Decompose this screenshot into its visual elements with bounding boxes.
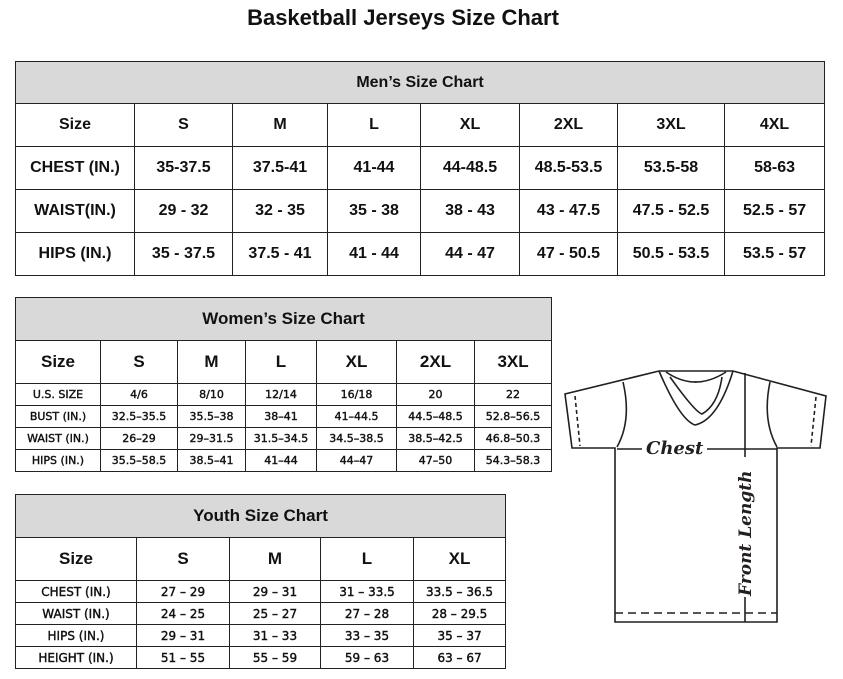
table-cell: 38.5–41	[177, 449, 246, 472]
table-cell: 53.5-58	[617, 146, 725, 190]
table-cell: 29 – 31	[136, 624, 230, 647]
table-cell: L	[327, 103, 421, 147]
youth-table-title: Youth Size Chart	[14, 494, 507, 538]
header-row: Size S M L XL 2XL 3XL	[15, 340, 553, 384]
table-row: WAIST (IN.) 24 – 25 25 – 27 27 – 28 28 – 29.…	[15, 602, 507, 625]
page-title: Basketball Jerseys Size Chart	[247, 5, 559, 30]
table-cell: M	[229, 537, 321, 581]
table-cell: M	[232, 103, 328, 147]
mens-size-table: Men’s Size Chart Size S M L XL 2XL 3XL 4XL CHEST…	[14, 61, 826, 276]
table-cell: 38.5–42.5	[396, 427, 475, 450]
table-cell: XL	[420, 103, 520, 147]
table-row: HEIGHT (IN.) 51 – 55 55 – 59 59 – 63 63 – 67	[15, 646, 507, 669]
table-row: CHEST (IN.) 35-37.5 37.5-41 41-44 44-48.5 48.…	[15, 146, 826, 190]
table-row: BUST (IN.) 32.5–35.5 35.5–38 38–41 41–44.5 44…	[15, 405, 553, 428]
table-cell: 26–29	[100, 427, 178, 450]
row-label: BUST (IN.)	[15, 405, 101, 428]
table-row: CHEST (IN.) 27 – 29 29 – 31 31 – 33.5 33.5 –…	[15, 580, 507, 603]
front-length-label: Front Length	[736, 471, 756, 597]
table-cell: 32 - 35	[232, 189, 328, 233]
table-cell: 53.5 - 57	[723, 232, 826, 276]
table-cell: 38 - 43	[420, 189, 520, 233]
womens-size-table: Women’s Size Chart Size S M L XL 2XL 3XL U.S. S…	[14, 297, 553, 472]
table-cell: L	[320, 537, 414, 581]
table-cell: 52.8–56.5	[473, 405, 553, 428]
table-cell: 33.5 – 36.5	[412, 580, 507, 603]
table-cell: S	[136, 537, 230, 581]
chest-label: Chest	[646, 438, 704, 459]
table-row: WAIST (IN.) 26–29 29–31.5 31.5–34.5 34.5–38.…	[15, 427, 553, 450]
row-label: HIPS (IN.)	[15, 449, 101, 472]
table-cell: 35 - 38	[327, 189, 421, 233]
table-cell: 54.3–58.3	[473, 449, 553, 472]
table-row: U.S. SIZE 4/6 8/10 12/14 16/18 20 22	[15, 383, 553, 406]
header-row: Size S M L XL	[15, 537, 507, 581]
table-cell: 63 – 67	[412, 646, 507, 669]
table-cell: 31.5–34.5	[245, 427, 317, 450]
row-label: HEIGHT (IN.)	[15, 646, 137, 669]
table-cell: 41–44	[245, 449, 317, 472]
table-cell: 33 – 35	[320, 624, 414, 647]
table-cell: 55 – 59	[229, 646, 321, 669]
mens-table-title: Men’s Size Chart	[14, 61, 826, 104]
table-cell: 41 - 44	[327, 232, 421, 276]
table-cell: 52.5 - 57	[723, 189, 826, 233]
table-cell: 47 - 50.5	[519, 232, 618, 276]
table-cell: 2XL	[519, 103, 618, 147]
table-row: WAIST(IN.) 29 - 32 32 - 35 35 - 38 38 - 43 43…	[15, 189, 826, 233]
row-label: WAIST (IN.)	[15, 602, 137, 625]
table-cell: 25 – 27	[229, 602, 321, 625]
table-cell: 58-63	[723, 146, 826, 190]
row-label: CHEST (IN.)	[15, 146, 135, 190]
table-cell: 31 – 33	[229, 624, 321, 647]
table-cell: 59 – 63	[320, 646, 414, 669]
youth-size-table: Youth Size Chart Size S M L XL CHEST (IN.) 27 …	[14, 494, 507, 669]
table-cell: 37.5 - 41	[232, 232, 328, 276]
table-cell: 28 – 29.5	[412, 602, 507, 625]
table-cell: 47–50	[396, 449, 475, 472]
table-cell: 34.5–38.5	[316, 427, 397, 450]
table-cell: 2XL	[396, 340, 475, 384]
row-label: HIPS (IN.)	[15, 232, 135, 276]
table-cell: 29–31.5	[177, 427, 246, 450]
table-cell: 24 – 25	[136, 602, 230, 625]
table-cell: 46.8–50.3	[473, 427, 553, 450]
table-cell: 35 - 37.5	[134, 232, 233, 276]
table-cell: 48.5-53.5	[519, 146, 618, 190]
table-cell: 51 – 55	[136, 646, 230, 669]
table-cell: XL	[412, 537, 507, 581]
table-cell: 44-48.5	[420, 146, 520, 190]
header-row: Size S M L XL 2XL 3XL 4XL	[15, 103, 826, 147]
table-cell: 35.5–38	[177, 405, 246, 428]
row-label: WAIST(IN.)	[15, 189, 135, 233]
table-cell: 43 - 47.5	[519, 189, 618, 233]
row-label: Size	[15, 340, 101, 384]
table-cell: 27 – 29	[136, 580, 230, 603]
table-cell: 3XL	[617, 103, 725, 147]
table-cell: 44.5–48.5	[396, 405, 475, 428]
table-cell: S	[134, 103, 233, 147]
row-label: Size	[15, 537, 137, 581]
table-row: HIPS (IN.) 35 - 37.5 37.5 - 41 41 - 44 44 - …	[15, 232, 826, 276]
table-cell: 38–41	[245, 405, 317, 428]
table-cell: L	[245, 340, 317, 384]
table-cell: 41-44	[327, 146, 421, 190]
table-row: HIPS (IN.) 35.5–58.5 38.5–41 41–44 44–47 47–5…	[15, 449, 553, 472]
